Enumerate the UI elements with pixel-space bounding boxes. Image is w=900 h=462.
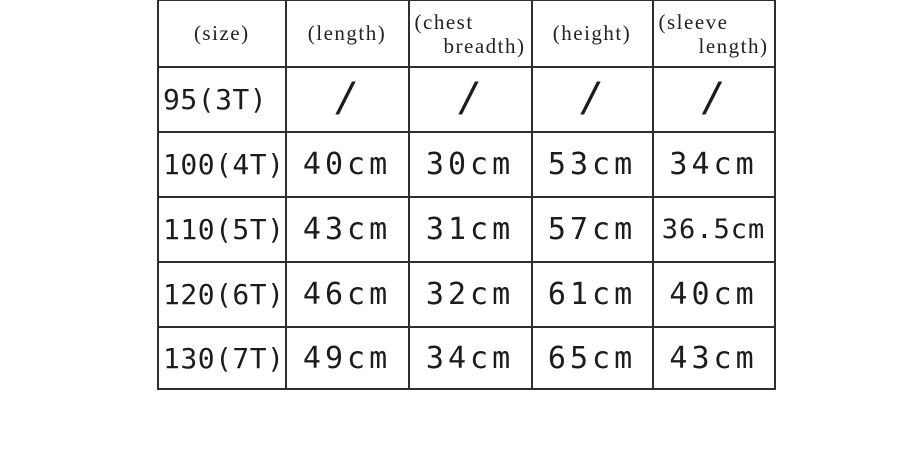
- cell-height: 53cm: [530, 131, 654, 198]
- cell-length: 40cm: [284, 131, 410, 198]
- cell-height: 57cm: [530, 196, 654, 263]
- table-row-110-5t: 110(5T) 43cm 31cm 57cm 36.5cm: [157, 196, 776, 263]
- header-chest-breadth-label: (chest breadth): [414, 9, 526, 58]
- header-chest-breadth: (chest breadth): [407, 0, 533, 68]
- header-row: (size) (length) (chest breadth) (height): [157, 0, 776, 68]
- cell-sleeve-length: 40cm: [651, 261, 776, 328]
- cell-sleeve-length: 43cm: [651, 326, 776, 390]
- cell-length: 43cm: [284, 196, 410, 263]
- cell-chest-breadth: 34cm: [407, 326, 533, 390]
- cell-length: /: [284, 66, 410, 133]
- cell-height: 61cm: [530, 261, 654, 328]
- cell-chest-breadth: 31cm: [407, 196, 533, 263]
- cell-sleeve-length: 36.5cm: [651, 196, 776, 263]
- cell-height: 65cm: [530, 326, 654, 390]
- cell-size: 110(5T): [157, 196, 287, 263]
- cell-size: 95(3T): [157, 66, 287, 133]
- cell-size: 120(6T): [157, 261, 287, 328]
- table-row-120-6t: 120(6T) 46cm 32cm 61cm 40cm: [157, 261, 776, 328]
- cell-length: 49cm: [284, 326, 410, 390]
- cell-sleeve-length: 34cm: [651, 131, 776, 198]
- cell-size: 130(7T): [157, 326, 287, 390]
- header-length-label: (length): [307, 21, 387, 45]
- table-row-95-3t: 95(3T) / / / /: [157, 66, 776, 133]
- table-row-100-4t: 100(4T) 40cm 30cm 53cm 34cm: [157, 131, 776, 198]
- cell-size: 100(4T): [157, 131, 287, 198]
- header-height: (height): [530, 0, 654, 68]
- header-height-label: (height): [552, 21, 632, 45]
- size-table: (size) (length) (chest breadth) (height): [157, 0, 776, 390]
- table-row-130-7t: 130(7T) 49cm 34cm 65cm 43cm: [157, 326, 776, 390]
- cell-chest-breadth: 30cm: [407, 131, 533, 198]
- cell-sleeve-length: /: [651, 66, 776, 133]
- cell-height: /: [530, 66, 654, 133]
- header-size: (size): [157, 0, 287, 68]
- cell-chest-breadth: 32cm: [407, 261, 533, 328]
- header-length: (length): [284, 0, 410, 68]
- header-size-label: (size): [193, 21, 250, 45]
- cell-chest-breadth: /: [407, 66, 533, 133]
- cell-length: 46cm: [284, 261, 410, 328]
- header-sleeve-length-label: (sleeve length): [658, 9, 769, 58]
- header-sleeve-length: (sleeve length): [651, 0, 776, 68]
